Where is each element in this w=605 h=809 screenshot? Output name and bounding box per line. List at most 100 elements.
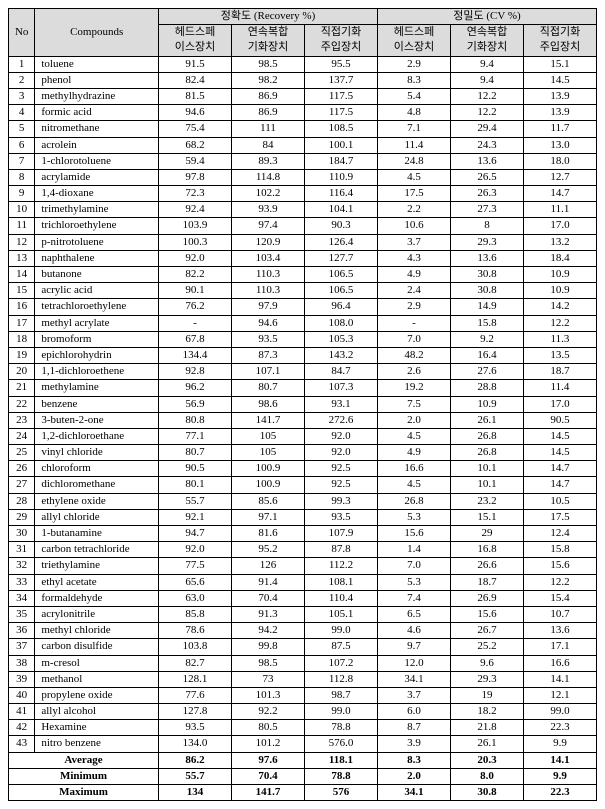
cell-value: 80.1 (159, 477, 232, 493)
table-row: 38m-cresol82.798.5107.212.09.616.6 (9, 655, 597, 671)
cell-value: 92.0 (304, 428, 377, 444)
cell-value: 107.9 (304, 526, 377, 542)
cell-value: 11.4 (523, 380, 596, 396)
cell-no: 17 (9, 315, 35, 331)
table-row: 26chloroform90.5100.992.516.610.114.7 (9, 461, 597, 477)
cell-compound: epichlorohydrin (35, 347, 159, 363)
cell-value: 6.5 (377, 606, 450, 622)
cell-compound: 1,2-dichloroethane (35, 428, 159, 444)
summary-cell: 134 (159, 785, 232, 801)
cell-value: 7.4 (377, 590, 450, 606)
table-row: 39methanol128.173112.834.129.314.1 (9, 671, 597, 687)
cell-value: 30.8 (450, 283, 523, 299)
cell-value: 55.7 (159, 493, 232, 509)
cell-value: 16.8 (450, 542, 523, 558)
cell-value: 13.6 (523, 623, 596, 639)
cell-compound: triethylamine (35, 558, 159, 574)
cell-no: 5 (9, 121, 35, 137)
cell-value: 87.3 (232, 347, 305, 363)
cell-value: 26.9 (450, 590, 523, 606)
cell-value: 10.1 (450, 461, 523, 477)
cell-compound: m-cresol (35, 655, 159, 671)
cell-value: 15.4 (523, 590, 596, 606)
cell-value: 95.2 (232, 542, 305, 558)
header-sub-a2-2: 이스장치 (377, 40, 450, 56)
cell-value: 576.0 (304, 736, 377, 752)
cell-value: 9.4 (450, 56, 523, 72)
cell-no: 39 (9, 671, 35, 687)
cell-compound: carbon tetrachloride (35, 542, 159, 558)
cell-value: 4.5 (377, 169, 450, 185)
cell-value: 94.6 (232, 315, 305, 331)
cell-value: 29 (450, 526, 523, 542)
cell-value: 5.3 (377, 509, 450, 525)
table-row: 31carbon tetrachloride92.095.287.81.416.… (9, 542, 597, 558)
cell-value: 13.5 (523, 347, 596, 363)
cell-value: 12.4 (523, 526, 596, 542)
cell-value: 80.5 (232, 720, 305, 736)
table-row: 301-butanamine94.781.6107.915.62912.4 (9, 526, 597, 542)
cell-value: 89.3 (232, 153, 305, 169)
cell-value: 13.2 (523, 234, 596, 250)
cell-no: 18 (9, 331, 35, 347)
cell-value: 85.6 (232, 493, 305, 509)
cell-value: 13.6 (450, 153, 523, 169)
cell-value: 14.1 (523, 671, 596, 687)
summary-maximum: Maximum 134 141.7 576 34.1 30.8 22.3 (9, 785, 597, 801)
cell-compound: phenol (35, 72, 159, 88)
cell-value: 94.2 (232, 623, 305, 639)
cell-compound: 1-butanamine (35, 526, 159, 542)
cell-value: 14.5 (523, 445, 596, 461)
cell-value: 82.2 (159, 267, 232, 283)
cell-compound: 1,1-dichloroethene (35, 364, 159, 380)
cell-no: 28 (9, 493, 35, 509)
cell-value: 99.0 (523, 704, 596, 720)
cell-value: 2.2 (377, 202, 450, 218)
cell-value: 59.4 (159, 153, 232, 169)
cell-value: 26.1 (450, 736, 523, 752)
cell-compound: acrylamide (35, 169, 159, 185)
header-sub-a1: 헤드스페 (159, 25, 232, 41)
cell-value: 12.2 (523, 315, 596, 331)
cell-value: 120.9 (232, 234, 305, 250)
header-sub-b1-2: 연속복합 (450, 25, 523, 41)
cell-value: 100.1 (304, 137, 377, 153)
cell-value: 106.5 (304, 283, 377, 299)
cell-value: 2.9 (377, 56, 450, 72)
cell-value: 77.6 (159, 687, 232, 703)
header-sub-a1-2: 헤드스페 (377, 25, 450, 41)
table-row: 6acrolein68.284100.111.424.313.0 (9, 137, 597, 153)
cell-value: 29.4 (450, 121, 523, 137)
cell-value: 105 (232, 445, 305, 461)
cell-no: 30 (9, 526, 35, 542)
cell-value: 94.7 (159, 526, 232, 542)
cell-no: 3 (9, 88, 35, 104)
cell-value: 9.9 (523, 736, 596, 752)
cell-value: 7.1 (377, 121, 450, 137)
cell-value: 16.6 (523, 655, 596, 671)
cell-value: 4.5 (377, 428, 450, 444)
cell-value: 27.3 (450, 202, 523, 218)
cell-value: 56.9 (159, 396, 232, 412)
cell-value: 24.3 (450, 137, 523, 153)
cell-value: 14.5 (523, 72, 596, 88)
cell-value: 99.0 (304, 704, 377, 720)
cell-no: 24 (9, 428, 35, 444)
cell-value: 13.9 (523, 105, 596, 121)
cell-value: 92.5 (304, 461, 377, 477)
cell-value: 3.7 (377, 687, 450, 703)
cell-value: 99.8 (232, 639, 305, 655)
cell-no: 20 (9, 364, 35, 380)
cell-value: 110.3 (232, 283, 305, 299)
cell-value: 116.4 (304, 186, 377, 202)
cell-value: 84 (232, 137, 305, 153)
cell-no: 33 (9, 574, 35, 590)
cell-value: 8.7 (377, 720, 450, 736)
table-row: 41allyl alcohol127.892.299.06.018.299.0 (9, 704, 597, 720)
cell-compound: 1,4-dioxane (35, 186, 159, 202)
table-body: 1toluene91.598.595.52.99.415.12phenol82.… (9, 56, 597, 752)
cell-compound: acrolein (35, 137, 159, 153)
header-cv-group: 정밀도 (CV %) (377, 9, 596, 25)
cell-value: 77.1 (159, 428, 232, 444)
cell-value: 11.1 (523, 202, 596, 218)
